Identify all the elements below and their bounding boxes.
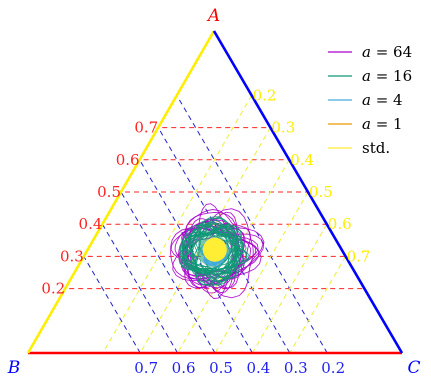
legend-label: a = 16 bbox=[362, 67, 412, 85]
tick-label-C: 0.2 bbox=[253, 86, 277, 104]
triangle-frame bbox=[26, 30, 404, 355]
tick-label-C: 0.6 bbox=[328, 215, 352, 233]
legend-label: a = 64 bbox=[362, 43, 412, 61]
legend-value: = 16 bbox=[371, 67, 412, 85]
trajectory-loop bbox=[179, 225, 237, 286]
tick-label-A: 0.3 bbox=[60, 247, 84, 265]
legend-value: std. bbox=[362, 139, 390, 157]
tick-label-B: 0.7 bbox=[134, 359, 158, 377]
tick-labels: 0.2 0.3 0.4 0.5 0.6 0.7 0.7 0.6 0.5 0.4 0.3 0.2 0.2 0… bbox=[41, 86, 370, 377]
trajectory-series bbox=[170, 203, 265, 299]
grid-line-C bbox=[102, 95, 253, 354]
legend-label: std. bbox=[362, 139, 390, 157]
legend-value: = 4 bbox=[371, 91, 403, 109]
legend-label: a = 1 bbox=[362, 115, 403, 133]
trajectory-loop bbox=[180, 232, 243, 272]
tick-label-C: 0.3 bbox=[271, 119, 295, 137]
grid-line-C bbox=[289, 256, 347, 354]
trajectory-loop bbox=[182, 232, 250, 270]
trajectory-loop bbox=[192, 216, 241, 275]
tick-label-C: 0.7 bbox=[347, 247, 371, 265]
legend-var: a bbox=[362, 91, 371, 109]
trajectory-loop bbox=[170, 208, 254, 299]
tick-label-A: 0.5 bbox=[97, 183, 121, 201]
trajectory-loop bbox=[180, 217, 240, 280]
edge-AC bbox=[212, 30, 404, 354]
grid-line-B bbox=[120, 191, 216, 354]
legend-value: = 64 bbox=[371, 43, 412, 61]
trajectory-loop bbox=[190, 219, 238, 274]
vertex-label-B: B bbox=[7, 358, 21, 378]
grid-line-B bbox=[83, 256, 141, 354]
grid-line-C bbox=[214, 191, 309, 354]
tick-label-A: 0.6 bbox=[116, 151, 140, 169]
tick-label-C: 0.4 bbox=[290, 151, 314, 169]
legend-label: a = 4 bbox=[362, 91, 403, 109]
tick-label-B: 0.3 bbox=[284, 359, 308, 377]
series-dot-std bbox=[202, 237, 227, 262]
tick-label-C: 0.5 bbox=[309, 183, 333, 201]
legend-var: a bbox=[362, 67, 371, 85]
grid-line-C bbox=[251, 223, 328, 354]
trajectory-loop bbox=[185, 226, 244, 285]
tick-label-B: 0.5 bbox=[209, 359, 233, 377]
vertex-label-A: A bbox=[206, 6, 220, 26]
grid-line-B bbox=[101, 223, 179, 354]
edge-AB bbox=[26, 30, 216, 354]
tick-label-B: 0.2 bbox=[321, 359, 345, 377]
vertex-label-C: C bbox=[407, 358, 420, 378]
tick-label-A: 0.4 bbox=[79, 215, 103, 233]
grid-line-B bbox=[176, 95, 328, 354]
tick-label-B: 0.4 bbox=[246, 359, 270, 377]
tick-label-A: 0.2 bbox=[41, 280, 65, 298]
tick-label-B: 0.6 bbox=[172, 359, 196, 377]
legend-var: a bbox=[362, 115, 371, 133]
series-4 bbox=[202, 237, 227, 262]
legend-value: = 1 bbox=[371, 115, 403, 133]
trajectory-loop bbox=[185, 226, 237, 282]
tick-label-A: 0.7 bbox=[134, 119, 158, 137]
legend-var: a bbox=[362, 43, 371, 61]
